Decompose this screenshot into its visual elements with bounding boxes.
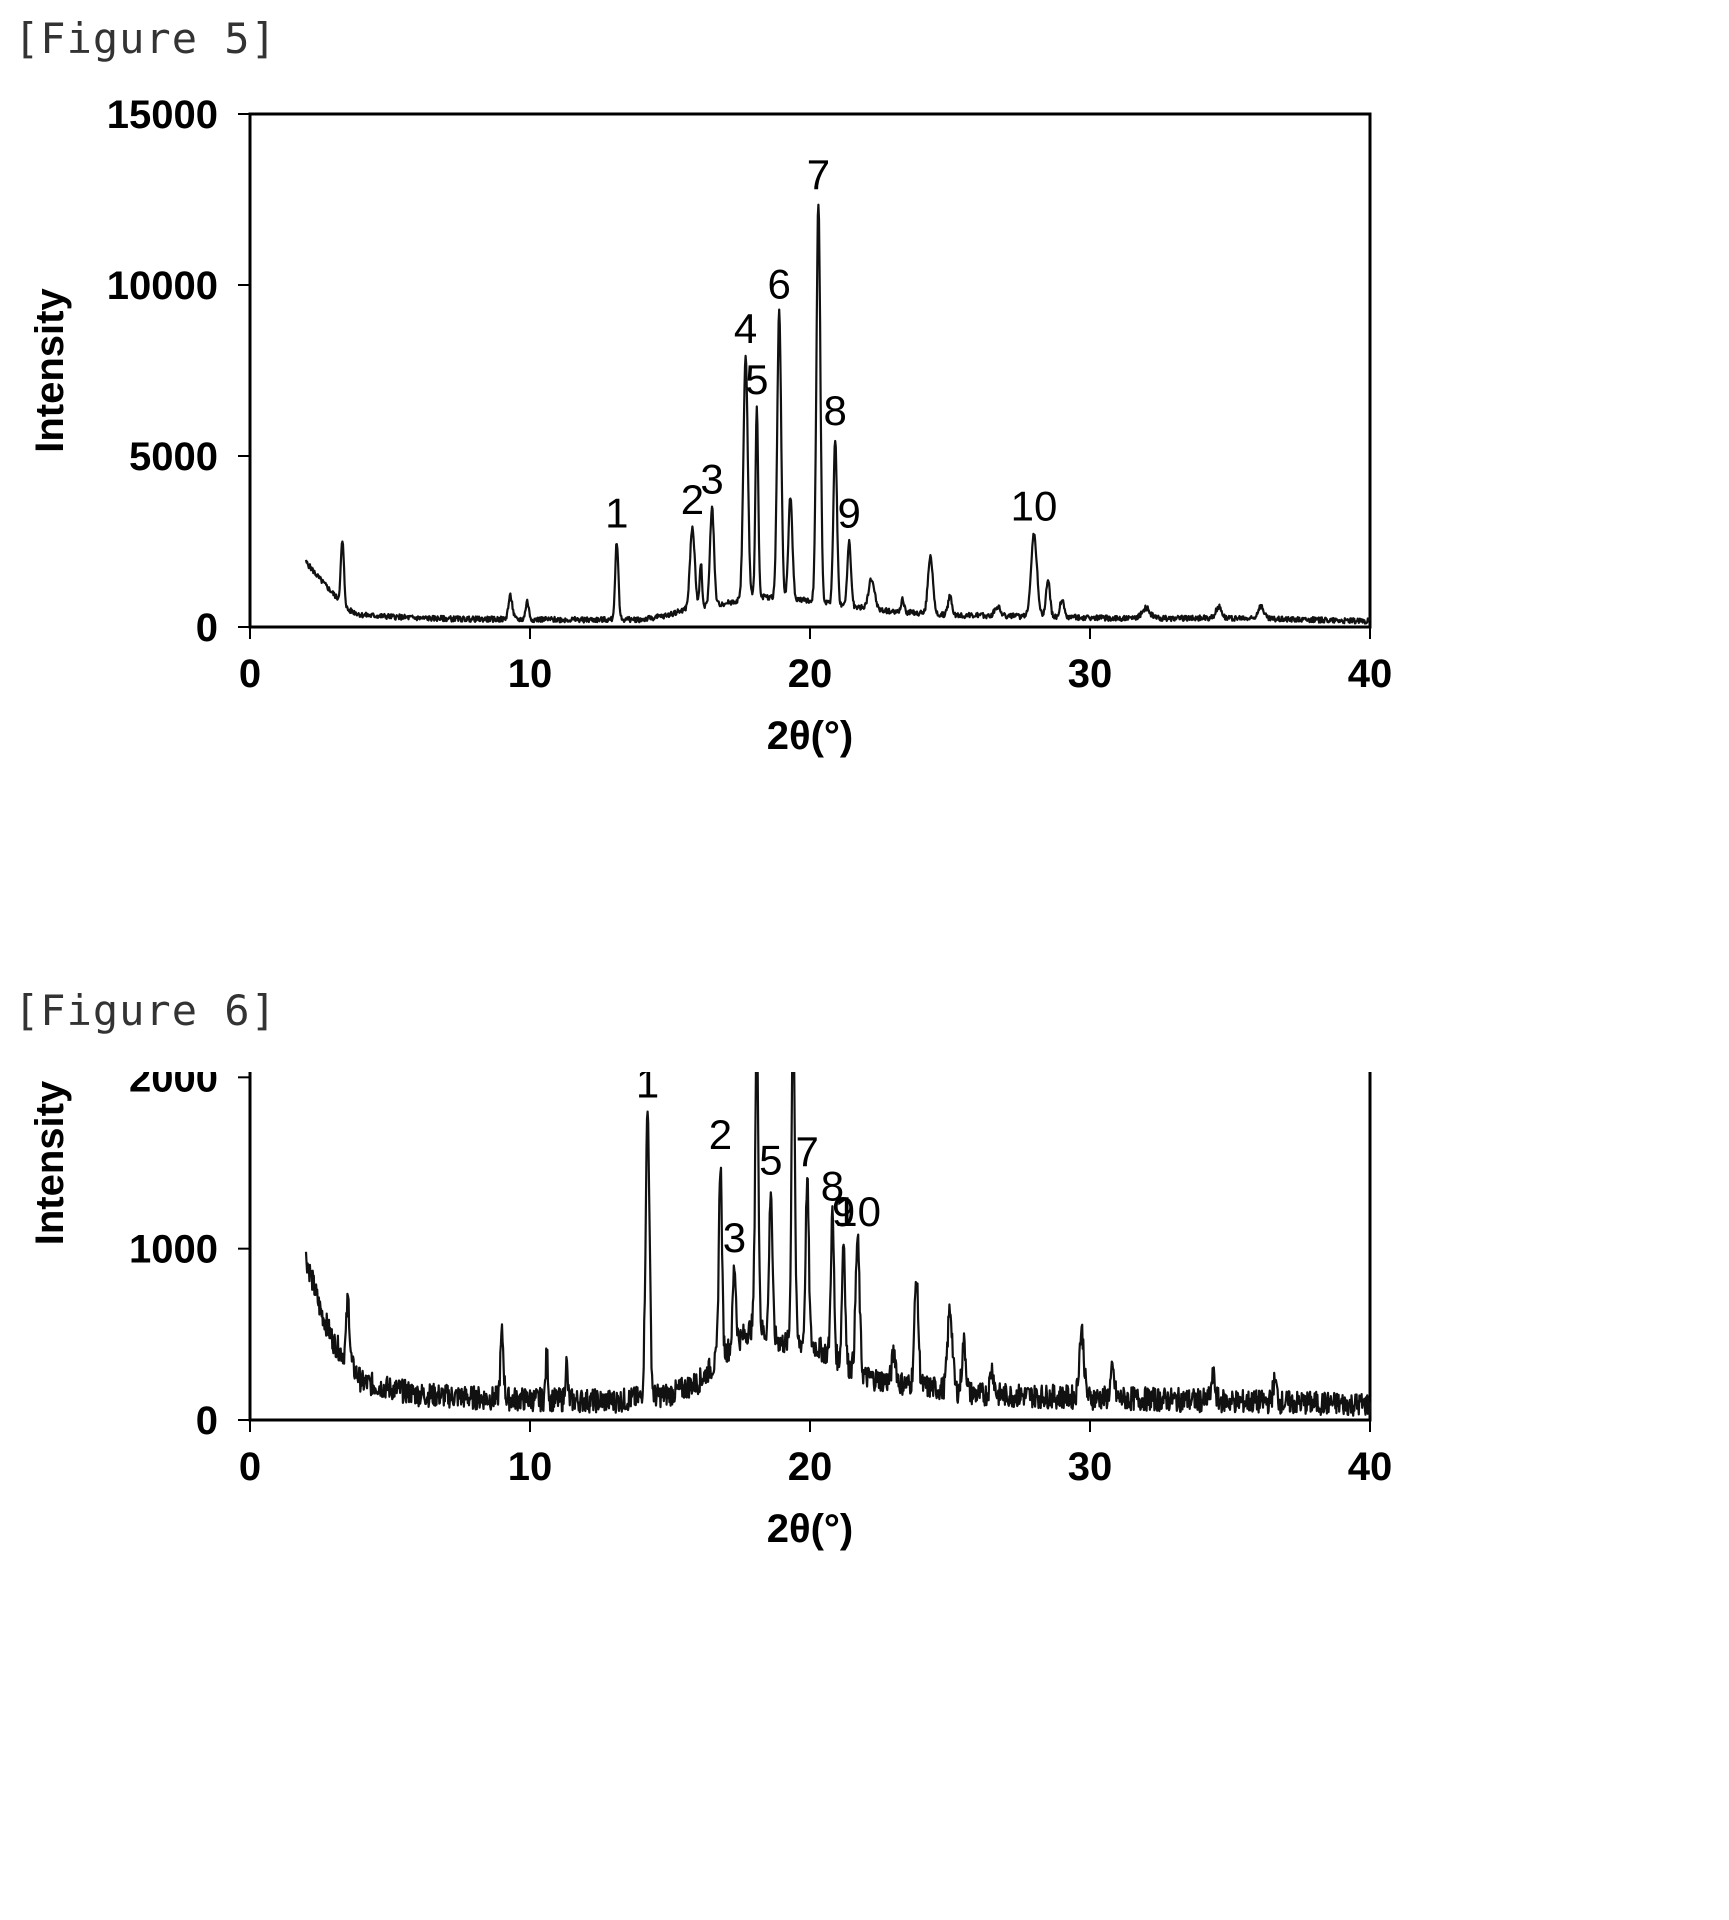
- x-tick-label: 0: [239, 1445, 261, 1489]
- diffraction-trace: [304, 1072, 1372, 1417]
- peak-label: 10: [834, 1188, 881, 1235]
- y-axis-title: Intensity: [28, 288, 72, 453]
- x-axis-title: 2θ(°): [767, 1507, 854, 1551]
- peak-label: 8: [821, 1162, 844, 1209]
- x-tick-label: 30: [1068, 652, 1113, 696]
- peak-label: 9: [838, 490, 861, 537]
- y-tick-label: 2000: [129, 1072, 218, 1100]
- peak-label: 7: [807, 151, 830, 198]
- peak-label: 10: [1011, 483, 1058, 530]
- peak-label: 5: [759, 1137, 782, 1184]
- peak-label: 5: [745, 356, 768, 403]
- y-tick-label: 0: [196, 1399, 218, 1443]
- figure-5-xrd-chart: 0 10 20 30 40 0 5000 10000 15000 2θ(°) Intensity 1 2…: [28, 100, 1393, 758]
- x-tick-label: 40: [1348, 1445, 1393, 1489]
- peak-label: 2: [681, 476, 704, 523]
- y-tick-label: 10000: [107, 264, 218, 308]
- x-tick-label: 10: [508, 1445, 553, 1489]
- figure-6-caption: [Figure 6]: [14, 986, 277, 1035]
- figure-5-caption: [Figure 5]: [14, 14, 277, 63]
- y-tick-label: 5000: [129, 435, 218, 479]
- y-tick-label: 1000: [129, 1228, 218, 1272]
- peak-label: 7: [796, 1128, 819, 1175]
- peak-label: 4: [734, 305, 757, 352]
- peak-label: 3: [723, 1214, 746, 1261]
- peak-label: 1: [605, 490, 628, 537]
- peak-label: 8: [824, 387, 847, 434]
- figure-6-xrd-chart: 01020304001000200030002θ(°)Intensity1234…: [28, 1072, 1393, 1551]
- x-tick-label: 40: [1348, 652, 1393, 696]
- y-axis-title: Intensity: [28, 1080, 72, 1245]
- x-tick-label: 20: [788, 1445, 833, 1489]
- y-tick-label: 0: [196, 606, 218, 650]
- x-tick-label: 0: [239, 652, 261, 696]
- peak-label: 2: [709, 1111, 732, 1158]
- x-tick-label: 10: [508, 652, 553, 696]
- peak-label: 6: [768, 260, 791, 307]
- x-axis-title: 2θ(°): [767, 714, 854, 758]
- x-tick-label: 20: [788, 652, 833, 696]
- diffraction-trace: [304, 203, 1371, 625]
- y-tick-label: 15000: [107, 100, 218, 137]
- peak-label: 3: [700, 455, 723, 502]
- peak-label: 1: [636, 1072, 659, 1107]
- peak-label: 9: [832, 1188, 855, 1235]
- x-tick-label: 30: [1068, 1445, 1113, 1489]
